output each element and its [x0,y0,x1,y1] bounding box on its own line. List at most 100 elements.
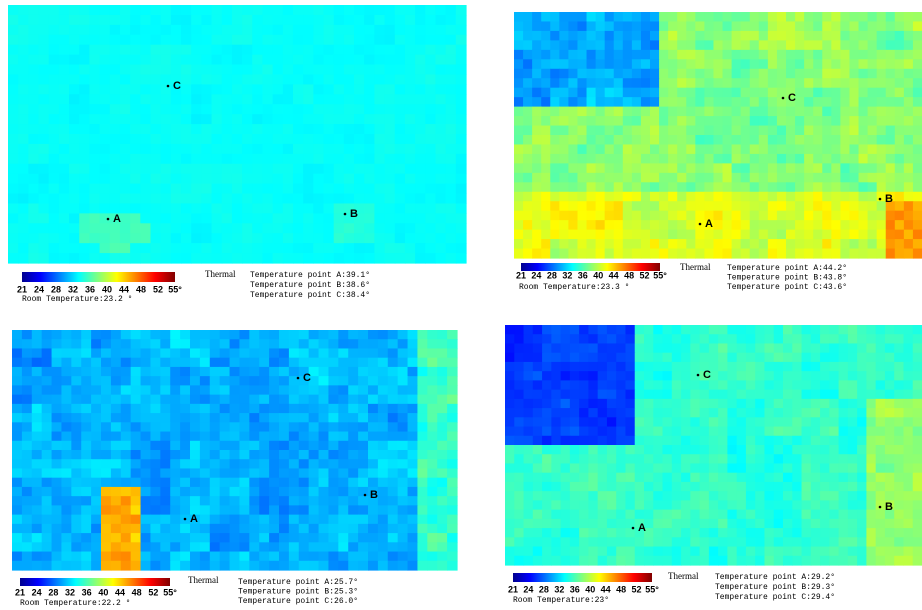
pixel [313,124,324,135]
pixel [447,367,457,377]
pixel [786,211,796,221]
pixel [427,395,437,405]
pixel [181,203,192,214]
pixel [91,339,101,349]
pixel [59,213,70,224]
pixel [415,5,426,16]
scale-label: 48 [616,584,626,594]
pixel [551,362,561,372]
pixel [663,491,673,501]
pixel [324,243,335,254]
pixel [822,173,832,183]
pixel [22,468,32,478]
pixel [632,220,642,230]
pixel [644,390,654,400]
pixel [746,491,756,501]
pixel [886,163,896,173]
pixel [641,154,651,164]
pixel [587,78,597,88]
pixel [848,556,858,566]
pixel [587,182,597,192]
pixel [786,192,796,202]
pixel [334,15,345,26]
pixel [319,561,329,571]
pixel [690,482,700,492]
pixel [358,395,368,405]
pixel [368,330,378,340]
pixel [840,182,850,192]
pixel [417,478,427,488]
pixel [191,174,202,185]
pixel [8,104,19,115]
pixel [848,482,858,492]
pixel [210,432,220,442]
pixel [111,339,121,349]
pixel [344,154,355,165]
pixel [764,491,774,501]
pixel [130,94,141,105]
pixel [28,104,39,115]
pixel [328,358,338,368]
pixel [903,399,913,409]
pixel [677,88,687,98]
pixel [551,491,561,501]
pixel [39,144,50,155]
pixel [289,459,299,469]
pixel [212,65,223,76]
pixel [868,59,878,69]
pixel [764,473,774,483]
pixel [427,478,437,488]
pixel [524,454,534,464]
pixel [877,211,887,221]
pixel [121,478,131,488]
pixel [681,399,691,409]
pixel [222,114,233,125]
pixel [587,59,597,69]
pixel [777,211,787,221]
pixel [131,468,141,478]
pixel [786,50,796,60]
pixel [212,164,223,175]
pixel [395,144,406,155]
pixel [388,422,398,432]
pixel [405,25,416,36]
pixel [653,445,663,455]
pixel [635,408,645,418]
pixel [605,59,615,69]
pixel [625,537,635,547]
pixel [181,55,192,66]
pixel [849,249,859,259]
pixel [89,15,100,26]
pixel [561,547,571,557]
pixel [913,362,922,372]
temperature-reading: Temperature point A:25.7° [238,578,358,587]
pixel [161,114,172,125]
pixel [303,55,314,66]
pixel [91,524,101,534]
pixel [650,97,660,107]
pixel [348,367,358,377]
pixel [690,510,700,520]
pixel [181,174,192,185]
pixel [704,201,714,211]
pixel [447,524,457,534]
pixel [723,126,733,136]
pixel [857,463,867,473]
pixel [100,15,111,26]
pixel [59,243,70,254]
pixel [641,40,651,50]
pixel [561,380,571,390]
pixel [456,134,467,145]
pixel [541,201,551,211]
pixel [81,552,91,562]
pixel [91,450,101,460]
pixel [783,500,793,510]
pixel [700,334,710,344]
pixel [737,500,747,510]
pixel [623,31,633,41]
pixel [700,445,710,455]
pixel [755,427,765,437]
pixel [378,422,388,432]
pixel [415,84,426,95]
pixel [849,211,859,221]
